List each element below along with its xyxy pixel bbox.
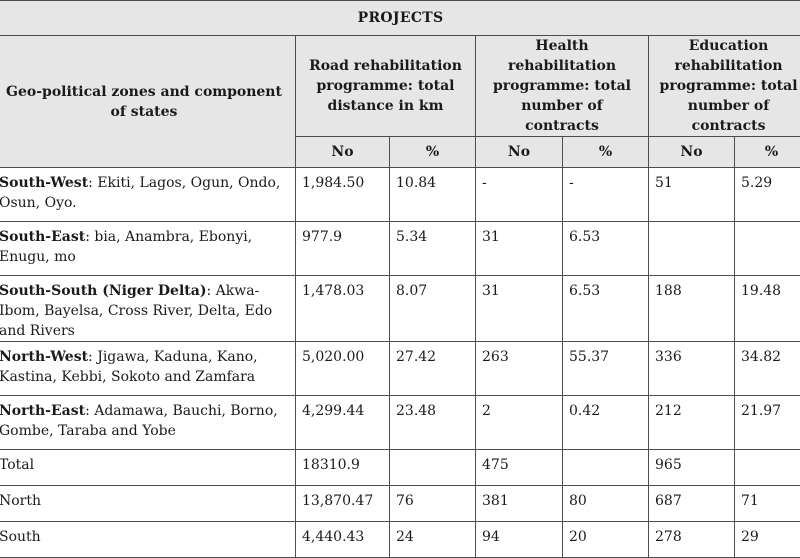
- road-no-cell: 18310.9: [296, 450, 390, 486]
- education-pct-cell: 34.82: [735, 342, 800, 396]
- health-no-header: No: [476, 137, 563, 168]
- table-title: PROJECTS: [0, 1, 800, 36]
- education-no-cell: 687: [649, 486, 735, 522]
- education-pct-header: %: [735, 137, 800, 168]
- summary-label: North: [0, 486, 296, 522]
- health-no-cell: 31: [476, 276, 563, 342]
- education-no-cell: 336: [649, 342, 735, 396]
- zone-cell: South-West: Ekiti, Lagos, Ogun, Ondo, Os…: [0, 168, 296, 222]
- education-no-cell: 212: [649, 396, 735, 450]
- zone-name: North-West: [0, 349, 88, 365]
- health-no-cell: 31: [476, 222, 563, 276]
- health-no-cell: 94: [476, 522, 563, 558]
- zone-cell: North-East: Adamawa, Bauchi, Borno, Gomb…: [0, 396, 296, 450]
- education-pct-cell: 5.29: [735, 168, 800, 222]
- education-no-cell: [649, 222, 735, 276]
- health-pct-header: %: [563, 137, 649, 168]
- summary-row-total: Total 18310.9 475 965: [0, 450, 800, 486]
- table-row: South-East: bia, Anambra, Ebonyi, Enugu,…: [0, 222, 800, 276]
- health-pct-cell: 6.53: [563, 222, 649, 276]
- health-no-cell: 2: [476, 396, 563, 450]
- education-no-cell: 51: [649, 168, 735, 222]
- health-pct-cell: 20: [563, 522, 649, 558]
- road-no-cell: 4,299.44: [296, 396, 390, 450]
- education-pct-cell: [735, 450, 800, 486]
- zone-name: South-East: [0, 229, 85, 245]
- road-pct-cell: 24: [390, 522, 476, 558]
- education-programme-header: Education rehabilitation programme: tota…: [649, 36, 800, 137]
- health-no-cell: 263: [476, 342, 563, 396]
- road-no-cell: 1,478.03: [296, 276, 390, 342]
- health-pct-cell: 55.37: [563, 342, 649, 396]
- health-pct-cell: -: [563, 168, 649, 222]
- document-page: PROJECTS Geo-political zones and compone…: [0, 0, 800, 500]
- health-programme-header: Health rehabilitation programme: total n…: [476, 36, 649, 137]
- summary-row-north: North 13,870.47 76 381 80 687 71: [0, 486, 800, 522]
- health-pct-cell: 6.53: [563, 276, 649, 342]
- zone-name: South-South (Niger Delta): [0, 283, 206, 299]
- education-pct-cell: [735, 222, 800, 276]
- summary-row-south: South 4,440.43 24 94 20 278 29: [0, 522, 800, 558]
- education-no-cell: 278: [649, 522, 735, 558]
- road-no-cell: 4,440.43: [296, 522, 390, 558]
- zone-cell: North-West: Jigawa, Kaduna, Kano, Kastin…: [0, 342, 296, 396]
- table-row: South-South (Niger Delta): Akwa-Ibom, Ba…: [0, 276, 800, 342]
- road-pct-cell: [390, 450, 476, 486]
- zone-name: North-East: [0, 403, 85, 419]
- table-row: South-West: Ekiti, Lagos, Ogun, Ondo, Os…: [0, 168, 800, 222]
- education-pct-cell: 19.48: [735, 276, 800, 342]
- road-pct-cell: 23.48: [390, 396, 476, 450]
- table-row: North-East: Adamawa, Bauchi, Borno, Gomb…: [0, 396, 800, 450]
- zone-name: South-West: [0, 175, 88, 191]
- education-pct-cell: 71: [735, 486, 800, 522]
- road-pct-cell: 8.07: [390, 276, 476, 342]
- road-no-cell: 1,984.50: [296, 168, 390, 222]
- road-no-cell: 5,020.00: [296, 342, 390, 396]
- summary-label: Total: [0, 450, 296, 486]
- road-pct-cell: 76: [390, 486, 476, 522]
- health-no-cell: -: [476, 168, 563, 222]
- education-pct-cell: 29: [735, 522, 800, 558]
- education-no-cell: 188: [649, 276, 735, 342]
- health-no-cell: 381: [476, 486, 563, 522]
- summary-label: South: [0, 522, 296, 558]
- table-row: North-West: Jigawa, Kaduna, Kano, Kastin…: [0, 342, 800, 396]
- road-no-cell: 13,870.47: [296, 486, 390, 522]
- road-pct-cell: 10.84: [390, 168, 476, 222]
- road-no-cell: 977.9: [296, 222, 390, 276]
- road-programme-header: Road rehabilitation programme: total dis…: [296, 36, 476, 137]
- health-pct-cell: [563, 450, 649, 486]
- zone-cell: South-East: bia, Anambra, Ebonyi, Enugu,…: [0, 222, 296, 276]
- road-pct-cell: 27.42: [390, 342, 476, 396]
- education-pct-cell: 21.97: [735, 396, 800, 450]
- health-no-cell: 475: [476, 450, 563, 486]
- road-no-header: No: [296, 137, 390, 168]
- road-pct-cell: 5.34: [390, 222, 476, 276]
- education-no-header: No: [649, 137, 735, 168]
- zone-column-header: Geo-political zones and component of sta…: [0, 36, 296, 168]
- zone-cell: South-South (Niger Delta): Akwa-Ibom, Ba…: [0, 276, 296, 342]
- education-no-cell: 965: [649, 450, 735, 486]
- health-pct-cell: 80: [563, 486, 649, 522]
- health-pct-cell: 0.42: [563, 396, 649, 450]
- road-pct-header: %: [390, 137, 476, 168]
